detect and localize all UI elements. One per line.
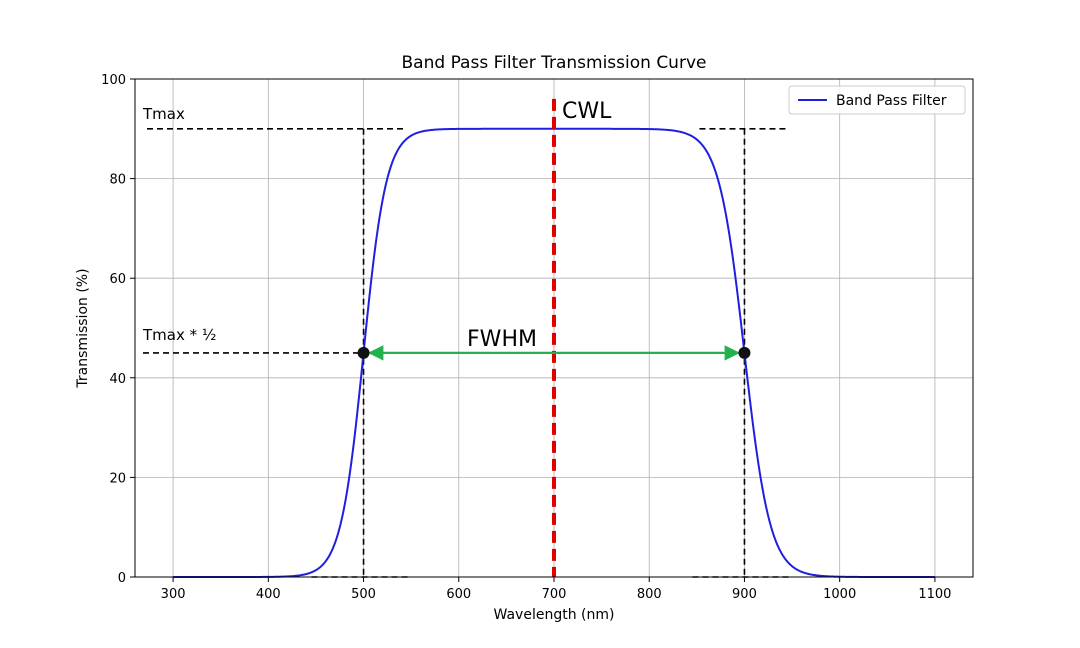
tmax-label: Tmax bbox=[142, 105, 185, 123]
x-tick-label: 1000 bbox=[823, 587, 856, 602]
fwhm-label: FWHM bbox=[467, 327, 537, 352]
y-tick-label: 80 bbox=[109, 173, 126, 188]
x-tick-label: 500 bbox=[351, 587, 376, 602]
annotation-overlay bbox=[357, 98, 751, 577]
y-tick-label: 100 bbox=[101, 73, 126, 88]
y-tick-label: 40 bbox=[109, 372, 126, 387]
x-tick-label: 700 bbox=[542, 587, 567, 602]
legend: Band Pass Filter bbox=[788, 85, 966, 115]
x-tick-label: 800 bbox=[637, 587, 662, 602]
x-tick-label: 300 bbox=[161, 587, 186, 602]
cwl-label: CWL bbox=[562, 99, 612, 124]
y-tick-label: 0 bbox=[118, 571, 126, 586]
y-tick-label: 20 bbox=[109, 471, 126, 486]
x-tick-label: 600 bbox=[446, 587, 471, 602]
x-tick-label: 1100 bbox=[918, 587, 951, 602]
half-max-label: Tmax * ½ bbox=[142, 326, 216, 344]
x-axis-label: Wavelength (nm) bbox=[494, 607, 615, 623]
half-max-point bbox=[738, 346, 751, 359]
x-tick-label: 400 bbox=[256, 587, 281, 602]
legend-entry-band-pass-filter: Band Pass Filter bbox=[836, 93, 947, 109]
legend-box bbox=[788, 85, 966, 115]
half-max-point bbox=[357, 346, 370, 359]
y-axis-label: Transmission (%) bbox=[75, 268, 91, 388]
x-tick-label: 900 bbox=[732, 587, 757, 602]
y-tick-label: 60 bbox=[109, 272, 126, 287]
axis-ticks: 300 400 500 600 700 800 900 1000 1100 0 20 40 60 80 10… bbox=[101, 73, 951, 602]
chart-title: Band Pass Filter Transmission Curve bbox=[402, 53, 707, 73]
